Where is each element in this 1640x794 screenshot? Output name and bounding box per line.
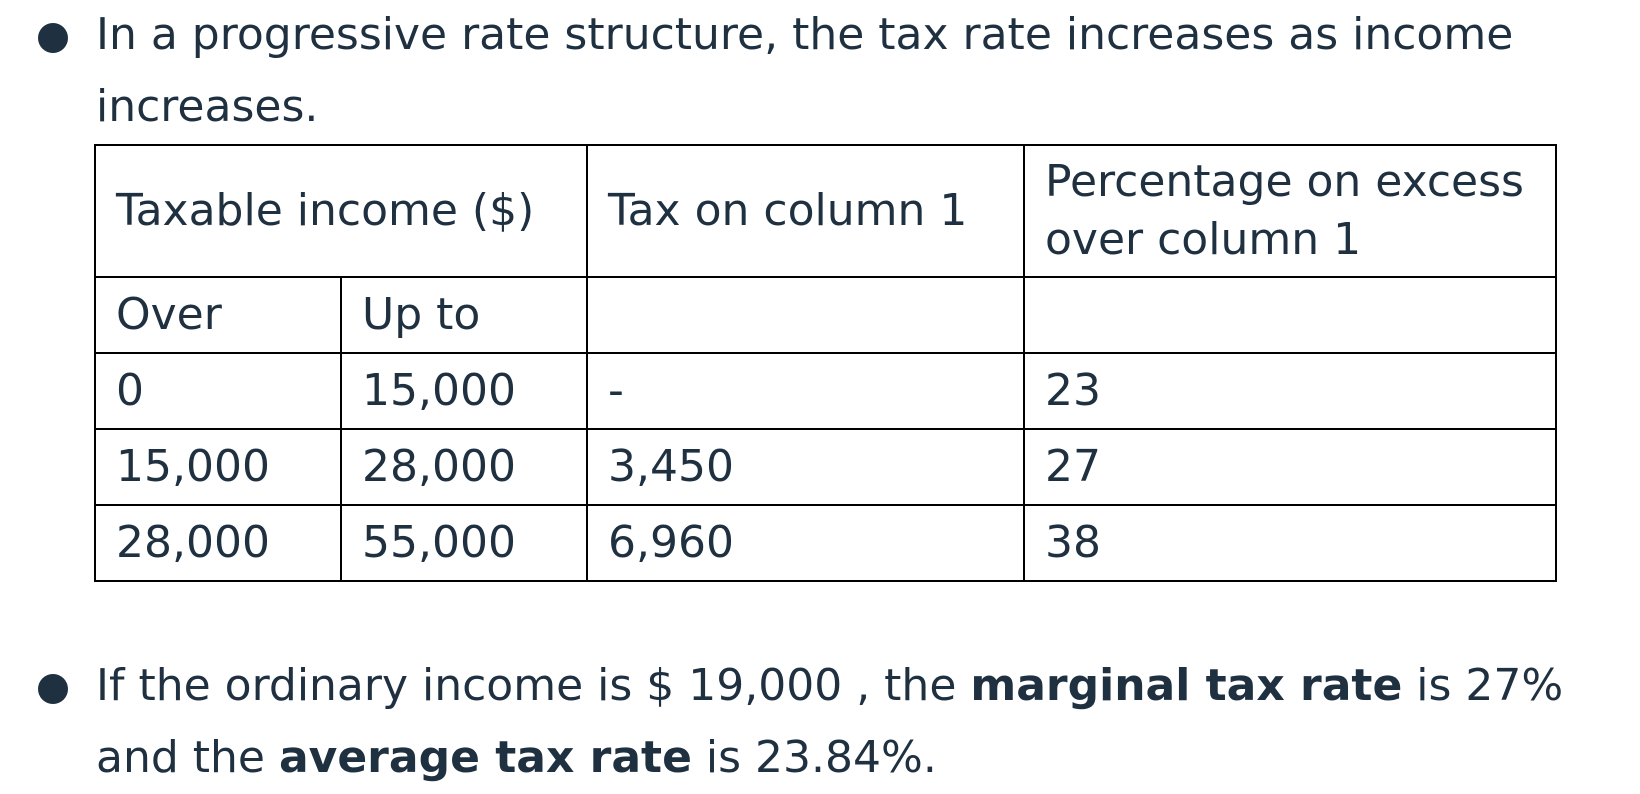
example-text-1: If the ordinary income is $ 19,000 , the [96, 660, 971, 711]
bullet-dot-icon [38, 674, 68, 704]
table-row: 28,000 55,000 6,960 38 [94, 504, 1557, 582]
table-subheader-row: Over Up to [94, 276, 1557, 354]
bullet-dot-icon [38, 23, 68, 53]
tax-rate-table: Taxable income ($) Tax on column 1 Perce… [94, 144, 1557, 582]
bullet-text: In a progressive rate structure, the tax… [96, 9, 1514, 132]
header-tax-on-column-1: Tax on column 1 [586, 144, 1025, 278]
cell-up-to: 15,000 [340, 352, 588, 430]
cell-tax: 3,450 [586, 428, 1025, 506]
header-percentage-excess: Percentage on excess over column 1 [1023, 144, 1557, 278]
table-row: 15,000 28,000 3,450 27 [94, 428, 1557, 506]
bullet-tax-rate-example: If the ordinary income is $ 19,000 , the… [38, 650, 1598, 794]
cell-up-to: 28,000 [340, 428, 588, 506]
cell-over: 15,000 [94, 428, 342, 506]
table-header-row: Taxable income ($) Tax on column 1 Perce… [94, 144, 1557, 278]
subheader-empty-tax [586, 276, 1025, 354]
cell-tax: 6,960 [586, 504, 1025, 582]
header-taxable-income: Taxable income ($) [94, 144, 588, 278]
cell-over: 0 [94, 352, 342, 430]
cell-tax: - [586, 352, 1025, 430]
bullet-progressive-rate: In a progressive rate structure, the tax… [38, 0, 1598, 143]
average-tax-rate-term: average tax rate [278, 732, 692, 783]
example-text-3: is 23.84%. [691, 732, 937, 783]
marginal-tax-rate-term: marginal tax rate [970, 660, 1403, 711]
subheader-empty-pct [1023, 276, 1557, 354]
cell-up-to: 55,000 [340, 504, 588, 582]
subheader-over: Over [94, 276, 342, 354]
bullet-text: If the ordinary income is $ 19,000 , the… [96, 650, 1596, 794]
cell-pct: 23 [1023, 352, 1557, 430]
table-row: 0 15,000 - 23 [94, 352, 1557, 430]
cell-pct: 27 [1023, 428, 1557, 506]
subheader-up-to: Up to [340, 276, 588, 354]
example-text-2: is 27% and the [96, 660, 1564, 783]
cell-pct: 38 [1023, 504, 1557, 582]
cell-over: 28,000 [94, 504, 342, 582]
